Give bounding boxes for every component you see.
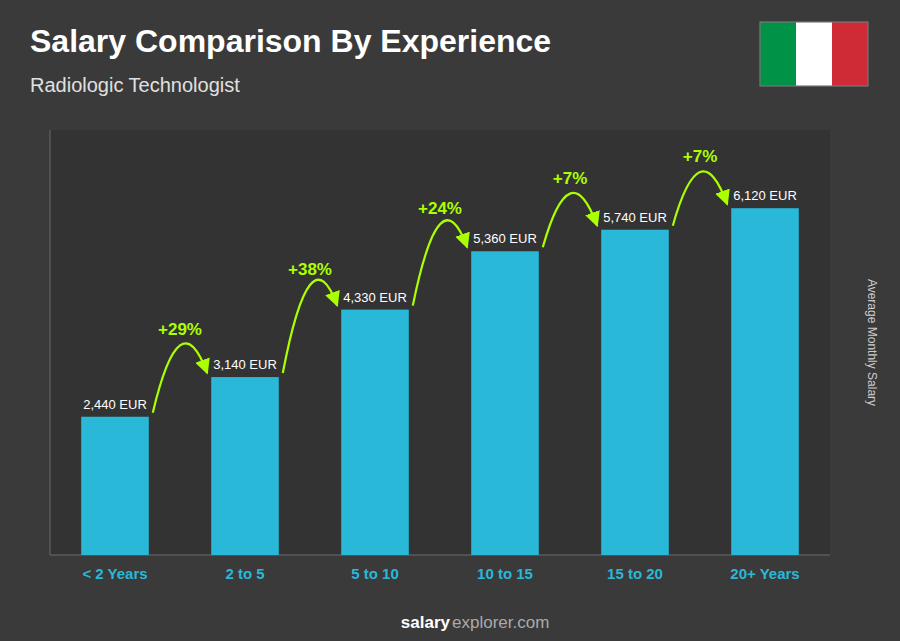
change-label: +7% bbox=[683, 147, 718, 166]
flag-border bbox=[760, 22, 868, 86]
change-label: +29% bbox=[158, 320, 202, 339]
data-label: 5,360 EUR bbox=[473, 231, 537, 246]
data-label: 6,120 EUR bbox=[733, 188, 797, 203]
bar bbox=[211, 377, 279, 555]
change-label: +38% bbox=[288, 260, 332, 279]
data-label: 4,330 EUR bbox=[343, 290, 407, 305]
x-tick-label: 5 to 10 bbox=[351, 565, 399, 582]
x-tick-label: 15 to 20 bbox=[607, 565, 663, 582]
change-arrow bbox=[153, 343, 207, 412]
plot-area bbox=[50, 130, 830, 555]
change-label: +24% bbox=[418, 199, 462, 218]
chart-container: < 2 Years 2 to 5 5 to 10 10 to 15 15 to 20 20… bbox=[0, 0, 900, 641]
chart: < 2 Years 2 to 5 5 to 10 10 to 15 15 to 20 20… bbox=[0, 0, 900, 641]
x-tick-label: 10 to 15 bbox=[477, 565, 533, 582]
data-label: 5,740 EUR bbox=[603, 210, 667, 225]
x-tick-label: < 2 Years bbox=[82, 565, 147, 582]
x-tick-label: 2 to 5 bbox=[225, 565, 264, 582]
y-axis-line bbox=[50, 130, 51, 555]
bars bbox=[81, 208, 799, 555]
flag-stripe bbox=[760, 22, 796, 86]
change-arrow bbox=[673, 171, 727, 225]
data-label: 2,440 EUR bbox=[83, 397, 147, 412]
background bbox=[0, 0, 900, 641]
flag bbox=[760, 22, 868, 86]
x-axis-line bbox=[50, 555, 830, 556]
flag-stripe bbox=[832, 22, 868, 86]
change-arrow bbox=[543, 193, 597, 247]
bar bbox=[731, 208, 799, 555]
footer-bold: salary bbox=[401, 613, 451, 632]
flag-stripe bbox=[796, 22, 832, 86]
title: Salary Comparison By Experience bbox=[30, 23, 551, 59]
x-tick-label: 20+ Years bbox=[730, 565, 799, 582]
data-label: 3,140 EUR bbox=[213, 357, 277, 372]
change-label: +7% bbox=[553, 169, 588, 188]
footer-regular: explorer.com bbox=[452, 613, 549, 632]
y-axis-label: Average Monthly Salary bbox=[865, 279, 879, 406]
bar bbox=[471, 251, 539, 555]
bar bbox=[601, 230, 669, 555]
change-arrow bbox=[413, 220, 467, 305]
bar bbox=[341, 310, 409, 555]
bar bbox=[81, 417, 149, 555]
change-arrow bbox=[283, 280, 337, 373]
subtitle: Radiologic Technologist bbox=[30, 74, 240, 96]
